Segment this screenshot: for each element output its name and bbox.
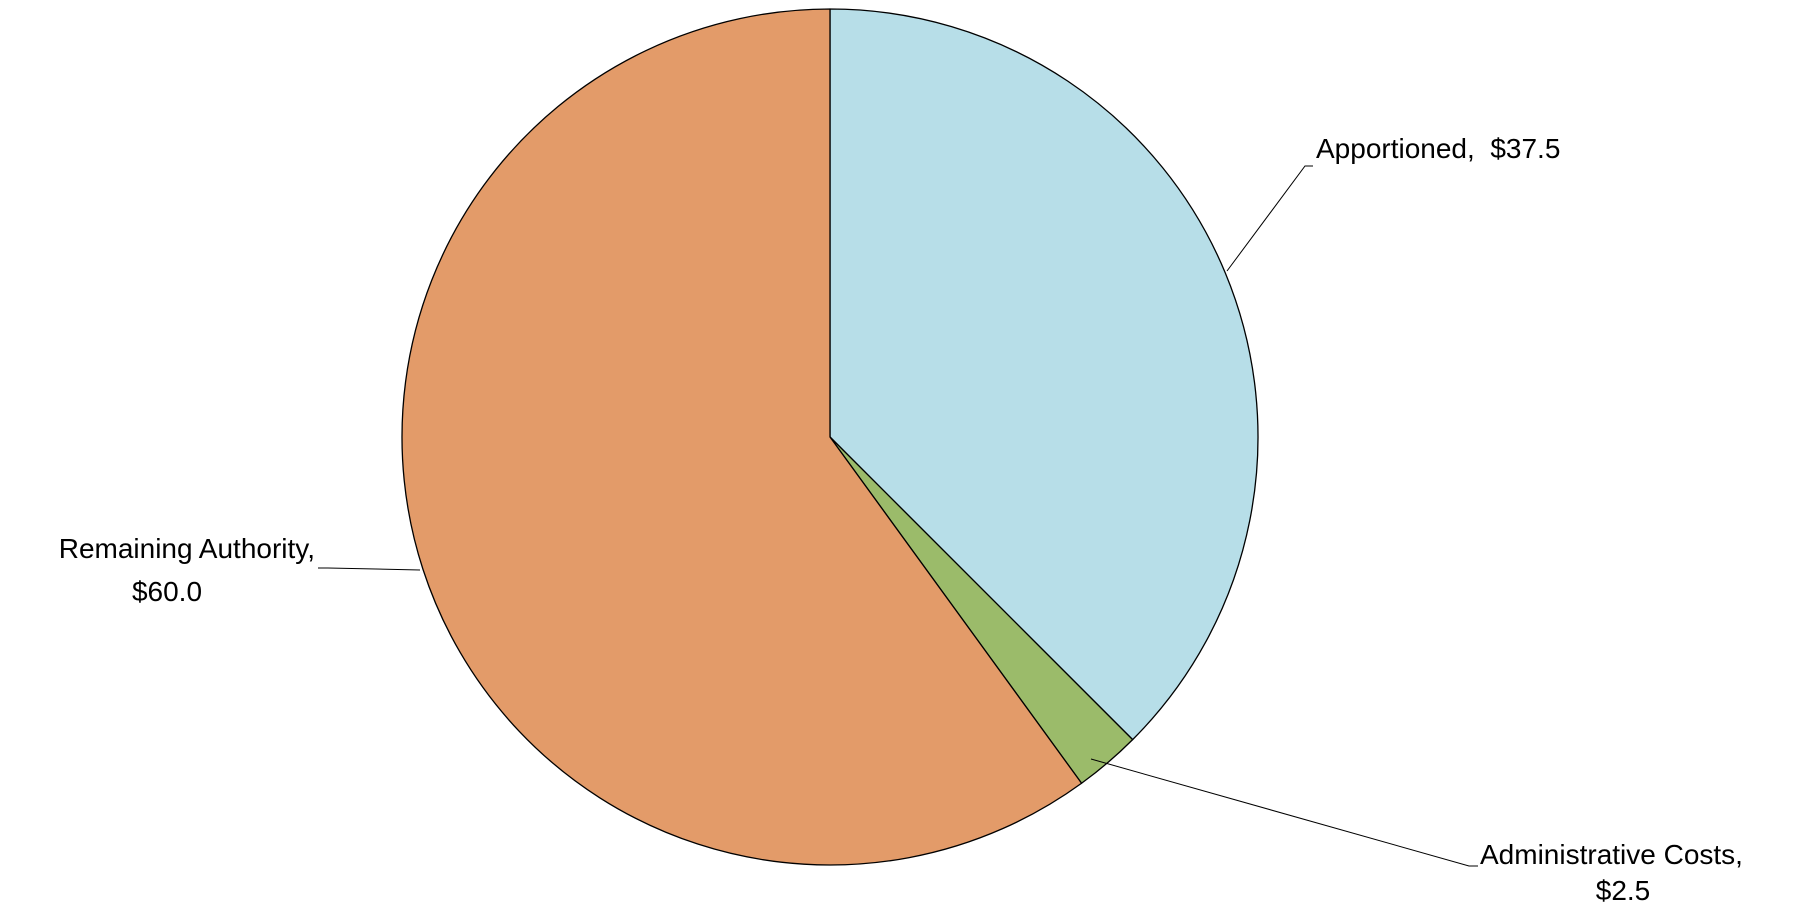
data-label-value-administrative-costs: $2.5	[1596, 875, 1651, 906]
leader-lines-layer	[318, 165, 1478, 867]
labels-layer: Apportioned, $37.5 Administrative Costs, $…	[59, 133, 1743, 906]
slices-layer	[401, 8, 1259, 866]
data-label-category-remaining-authority: Remaining Authority,	[59, 533, 315, 564]
pie-slice-apportioned	[829, 8, 1259, 741]
pie-slice-remaining-authority	[401, 8, 1083, 866]
data-label-category-administrative-costs: Administrative Costs,	[1480, 839, 1743, 870]
leader-line-remaining-authority	[318, 567, 421, 571]
data-label-apportioned: Apportioned, $37.5	[1316, 133, 1560, 164]
leader-line-administrative-costs	[1090, 758, 1478, 867]
data-label-value-remaining-authority: $60.0	[132, 576, 202, 607]
leader-line-apportioned	[1226, 165, 1313, 272]
